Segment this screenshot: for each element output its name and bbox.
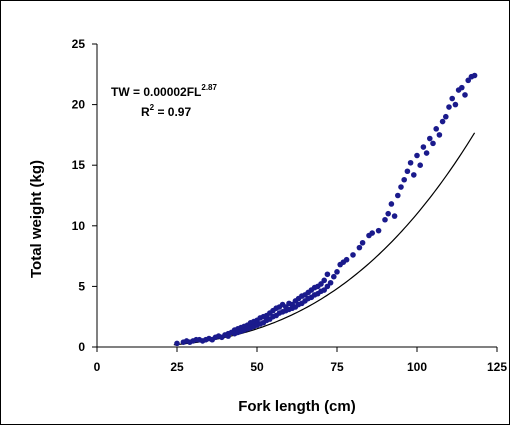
fit-curve	[173, 132, 476, 346]
data-point	[423, 150, 430, 156]
data-point	[321, 287, 328, 293]
data-point	[414, 152, 420, 159]
data-point	[471, 72, 478, 79]
fit-curve-layer	[173, 132, 476, 346]
x-tick-label: 0	[94, 360, 101, 374]
data-point	[430, 140, 436, 147]
data-point	[417, 162, 424, 168]
data-point	[359, 239, 366, 246]
y-tick-label: 15	[72, 158, 86, 172]
data-point	[331, 273, 337, 280]
r2-annotation: R2 = 0.97	[141, 103, 191, 119]
data-point	[398, 184, 404, 190]
data-point	[382, 216, 388, 223]
r2-value: = 0.97	[154, 105, 191, 119]
data-point	[174, 340, 180, 347]
x-tick-label: 25	[170, 360, 184, 374]
data-point	[385, 210, 392, 217]
equation-text: TW = 0.00002FL	[111, 85, 201, 99]
y-tick-label: 25	[72, 37, 86, 51]
data-point	[439, 118, 446, 125]
data-point	[375, 227, 382, 234]
x-tick-label: 75	[330, 360, 344, 374]
data-point	[388, 201, 395, 207]
y-tick-label: 0	[78, 340, 85, 354]
data-point	[462, 92, 468, 98]
data-point	[449, 95, 456, 102]
data-point	[411, 172, 417, 178]
data-point	[459, 84, 465, 91]
data-point	[225, 333, 231, 339]
data-point	[446, 104, 452, 110]
data-point	[401, 176, 408, 183]
y-tick-label: 10	[72, 219, 86, 233]
x-tick-label: 100	[407, 360, 427, 374]
y-tick-label: 20	[72, 98, 86, 112]
data-point	[395, 192, 401, 199]
data-point	[334, 269, 340, 275]
data-point	[343, 256, 350, 263]
data-point	[404, 168, 411, 175]
data-point	[433, 126, 440, 132]
data-point	[350, 252, 356, 258]
data-point	[321, 277, 328, 284]
r2-exponent: 2	[150, 103, 155, 112]
data-point	[420, 144, 427, 150]
data-point	[452, 101, 459, 108]
data-point	[465, 77, 472, 84]
points-layer	[174, 72, 478, 347]
x-axis-label: Fork length (cm)	[238, 398, 356, 415]
data-point	[318, 281, 324, 287]
data-point	[324, 271, 331, 278]
equation-exponent: 2.87	[201, 83, 217, 92]
x-tick-label: 125	[487, 360, 507, 374]
data-point	[369, 230, 376, 236]
axes: 0 25 50 75 100 125 0 5 10 15 20 25	[72, 37, 508, 374]
data-point	[407, 159, 414, 166]
r2-label: R	[141, 105, 150, 119]
data-point	[324, 283, 331, 290]
data-point	[427, 135, 433, 142]
data-point	[327, 279, 334, 286]
data-point	[391, 213, 398, 219]
y-tick-label: 5	[78, 279, 85, 293]
x-tick-label: 50	[250, 360, 264, 374]
data-point	[436, 132, 443, 138]
y-axis-label: Total weight (kg)	[28, 160, 45, 278]
data-point	[356, 244, 363, 251]
equation-annotation: TW = 0.00002FL2.87	[111, 83, 217, 99]
data-point	[443, 113, 449, 120]
